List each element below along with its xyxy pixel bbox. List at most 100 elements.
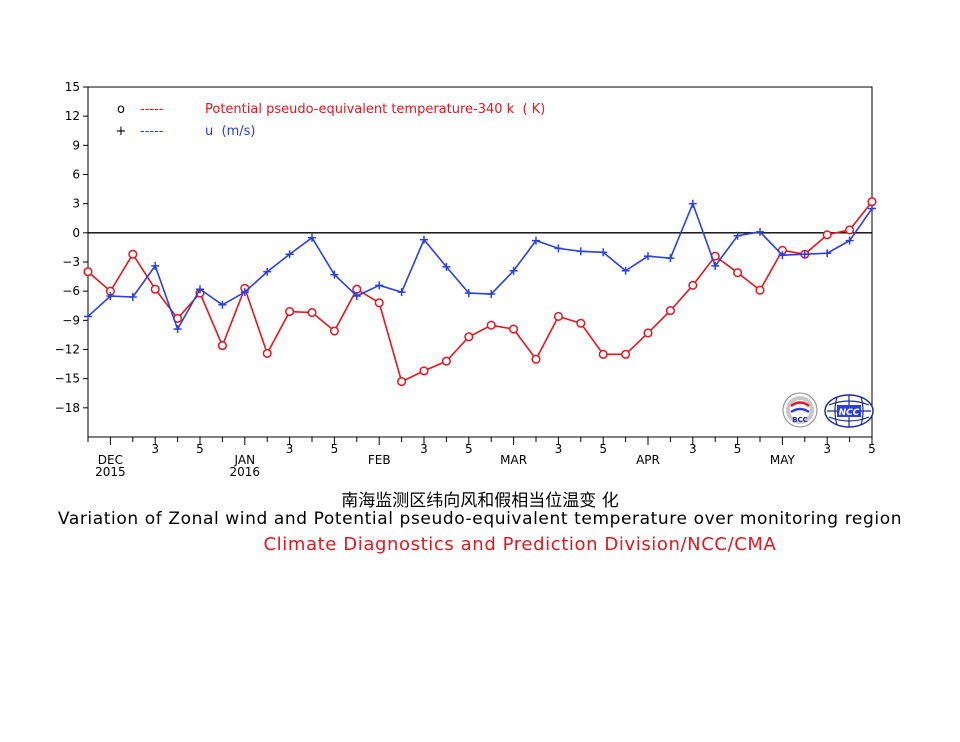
y-tick-label: 12 (65, 109, 80, 123)
temperature-point (262, 348, 272, 358)
x-tick-label: 3 (823, 442, 831, 456)
series-line-0 (87, 201, 873, 383)
temperature-point (217, 341, 227, 351)
temperature-point (419, 366, 429, 376)
x-tick-label: 3 (286, 442, 294, 456)
legend: o ----- Potential pseudo-equivalent temper… (116, 102, 546, 139)
y-tick-label: −3 (62, 255, 80, 269)
y-tick-label: −9 (62, 313, 80, 327)
y-tick-label: −18 (55, 401, 80, 415)
wind-point (375, 281, 384, 290)
legend-symbol: o (117, 102, 125, 117)
temperature-point (509, 324, 519, 334)
wind-point (173, 325, 182, 334)
y-tick-label: 9 (72, 138, 80, 152)
y-tick-label: −15 (55, 372, 80, 386)
wind-point (711, 261, 720, 270)
temperature-point (621, 349, 631, 359)
temperature-point (285, 307, 295, 317)
wind-point (397, 288, 406, 297)
x-tick-label: 5 (734, 442, 742, 456)
x-tick-label: 5 (868, 442, 876, 456)
caption-english: Variation of Zonal wind and Potential ps… (57, 509, 903, 529)
wind-point (285, 250, 294, 259)
x-axis: DEC 3 5 JAN 3 5 FEB 3 5 MAR 3 5 APR 3 5 MAY 3 5 2015 2016 (87, 437, 876, 479)
wind-point (106, 292, 115, 301)
temperature-point (755, 285, 765, 295)
x-tick-label: MAY (770, 453, 796, 467)
temperature-point (307, 308, 317, 318)
caption-chinese: 南海监测区纬向风和假相当位温变 化 (341, 491, 619, 511)
y-axis: 15 12 9 6 3 0 −3 −6 −9 −12 −15 −18 (55, 80, 88, 415)
x-tick-label: 3 (420, 442, 428, 456)
wind-point (442, 262, 451, 271)
wind-point (509, 266, 518, 275)
legend-symbol: + (116, 124, 127, 139)
wind-point (845, 236, 854, 245)
temperature-point (531, 354, 541, 364)
wind-point (800, 250, 809, 259)
wind-point (688, 199, 697, 208)
wind-point (778, 251, 787, 260)
wind-point (599, 248, 608, 257)
wind-point (330, 270, 339, 279)
wind-point (308, 233, 316, 242)
legend-dash: ----- (140, 102, 164, 117)
temperature-point (128, 249, 138, 259)
wind-point (84, 312, 92, 321)
temperature-point (486, 320, 496, 330)
x-year-label: 2015 (95, 465, 126, 479)
y-tick-label: −12 (55, 343, 80, 357)
temperature-point (441, 356, 451, 366)
temperature-point (688, 280, 698, 290)
temperature-point (553, 311, 563, 321)
temperature-point (83, 267, 93, 277)
bcc-logo-text: BCC (792, 416, 808, 424)
wind-point (420, 235, 428, 244)
x-tick-label: DEC (98, 453, 123, 467)
x-tick-label: JAN (234, 453, 256, 467)
y-tick-label: 6 (72, 168, 80, 182)
x-year-label: 2016 (230, 465, 261, 479)
wind-point (666, 254, 675, 263)
temperature-point (845, 225, 855, 235)
x-tick-label: 3 (689, 442, 697, 456)
wind-point (733, 231, 742, 240)
wind-point (644, 252, 652, 261)
temperature-point (352, 284, 362, 294)
wind-point (352, 292, 361, 301)
temperature-point (150, 284, 160, 294)
temperature-point (643, 328, 653, 338)
x-tick-label: 5 (196, 442, 204, 456)
temperature-point (397, 377, 407, 387)
series-line-1 (87, 201, 873, 332)
x-tick-label: 5 (331, 442, 339, 456)
wind-point (576, 247, 585, 256)
temperature-point (576, 318, 586, 328)
caption-organization: Climate Diagnostics and Prediction Divis… (263, 534, 777, 555)
wind-point (263, 267, 272, 276)
temperature-point (464, 332, 474, 342)
wind-point (196, 285, 204, 294)
ncc-logo-text: NCC (839, 408, 860, 418)
y-tick-label: −6 (62, 284, 80, 298)
temperature-point (598, 349, 608, 359)
wind-point (218, 300, 227, 309)
x-tick-label: 3 (555, 442, 563, 456)
temperature-point (329, 326, 339, 336)
series-layer (83, 197, 877, 387)
plot-frame (87, 86, 873, 438)
y-tick-label: 0 (72, 226, 80, 240)
x-tick-label: 5 (465, 442, 473, 456)
y-tick-label: 3 (72, 197, 80, 211)
legend-label: Potential pseudo-equivalent temperature-… (205, 102, 545, 117)
temperature-point (822, 230, 832, 240)
temperature-point (733, 268, 743, 278)
temperature-point (665, 306, 675, 316)
wind-point (532, 236, 540, 245)
legend-dash: ----- (140, 124, 164, 139)
ncc-logo: NCC (824, 394, 874, 428)
x-tick-label: FEB (368, 453, 391, 467)
y-tick-label: 15 (65, 80, 80, 94)
